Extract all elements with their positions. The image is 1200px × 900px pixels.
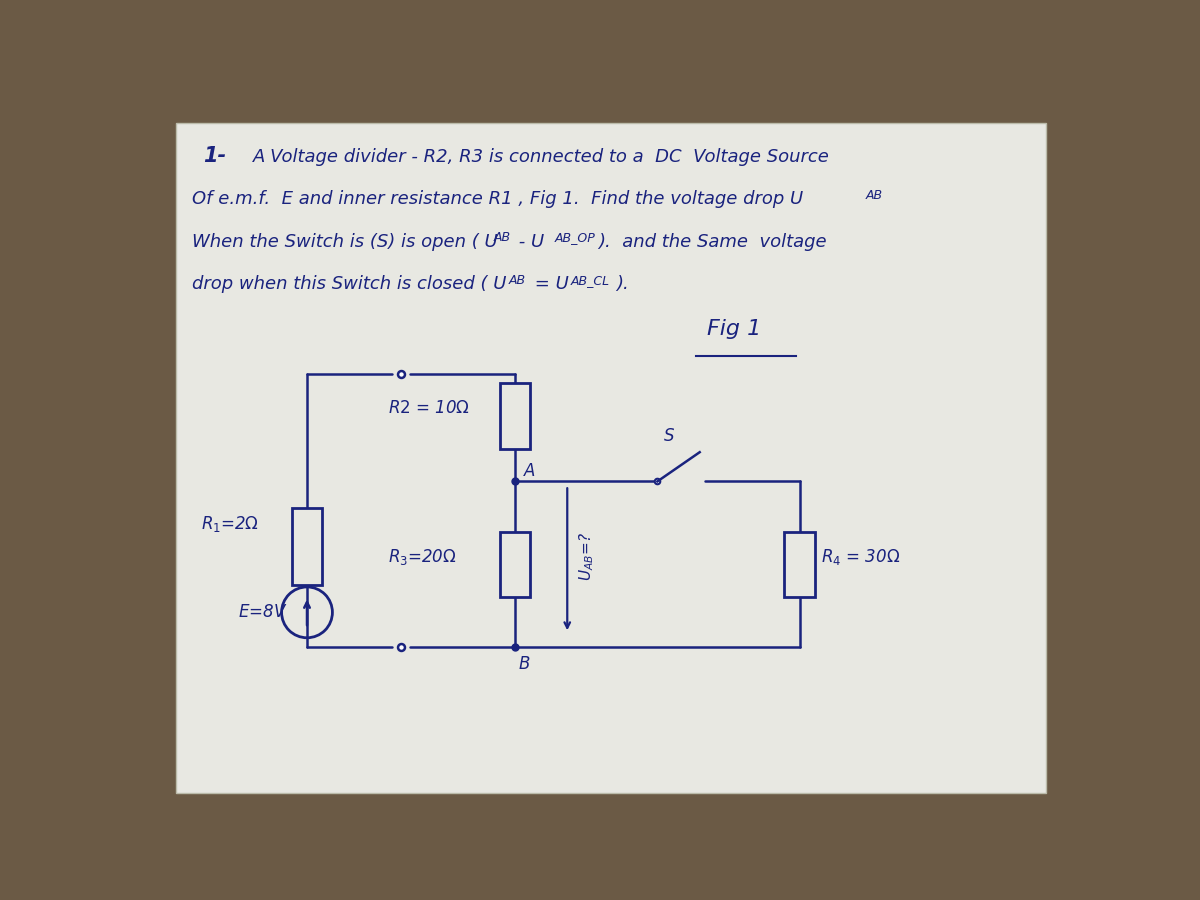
Text: $R_4$ = 30$\Omega$: $R_4$ = 30$\Omega$: [821, 546, 900, 566]
Text: $R2$ = 10$\Omega$: $R2$ = 10$\Omega$: [388, 400, 469, 418]
Text: drop when this Switch is closed ( U: drop when this Switch is closed ( U: [192, 274, 506, 292]
Text: S: S: [664, 428, 674, 446]
Text: ).  and the Same  voltage: ). and the Same voltage: [598, 232, 827, 250]
Text: A: A: [524, 462, 535, 480]
Bar: [499, 383, 530, 449]
Text: Fig 1: Fig 1: [708, 320, 762, 339]
Text: $R_1$=2$\Omega$: $R_1$=2$\Omega$: [200, 514, 259, 534]
Text: Of e.m.f.  E and inner resistance R1 , Fig 1.  Find the voltage drop U: Of e.m.f. E and inner resistance R1 , Fi…: [192, 190, 803, 208]
Text: AB_CL: AB_CL: [570, 274, 610, 286]
Text: 1-: 1-: [203, 146, 226, 166]
Bar: [499, 532, 530, 597]
Text: $U_{AB}$=?: $U_{AB}$=?: [577, 532, 596, 580]
Text: AB: AB: [865, 189, 882, 202]
Text: $R_3$=20$\Omega$: $R_3$=20$\Omega$: [388, 546, 456, 566]
Text: When the Switch is (S) is open ( U: When the Switch is (S) is open ( U: [192, 232, 497, 250]
Text: = U: = U: [529, 274, 569, 292]
Text: B: B: [518, 654, 530, 672]
Text: $E$=8V: $E$=8V: [238, 603, 287, 621]
Text: A Voltage divider - R2, R3 is connected to a  DC  Voltage Source: A Voltage divider - R2, R3 is connected …: [253, 148, 830, 166]
Text: - U: - U: [514, 232, 545, 250]
Text: AB: AB: [493, 231, 510, 244]
Text: AB_OP: AB_OP: [554, 231, 595, 244]
Text: AB: AB: [509, 274, 526, 286]
Bar: [785, 532, 815, 597]
Text: ).: ).: [617, 274, 629, 292]
Bar: [293, 508, 322, 585]
